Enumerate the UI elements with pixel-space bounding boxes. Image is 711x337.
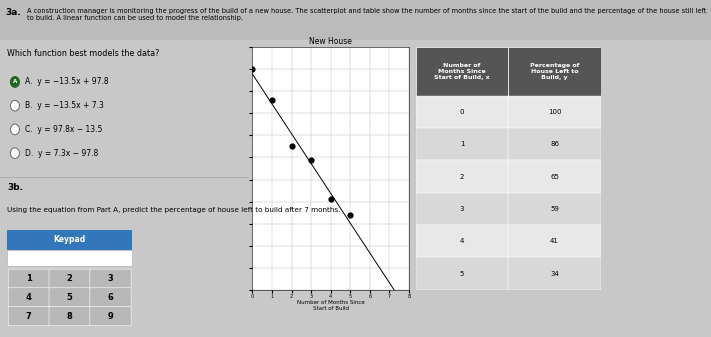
FancyBboxPatch shape <box>508 128 601 160</box>
FancyBboxPatch shape <box>49 269 90 288</box>
Text: Using the equation from Part A, predict the percentage of house left to build af: Using the equation from Part A, predict … <box>7 207 341 213</box>
Point <box>306 157 317 162</box>
Text: 86: 86 <box>550 141 559 147</box>
Text: 100: 100 <box>548 109 561 115</box>
FancyBboxPatch shape <box>508 193 601 225</box>
Text: 59: 59 <box>550 206 559 212</box>
Text: Number of
Months Since
Start of Build, x: Number of Months Since Start of Build, x <box>434 63 490 80</box>
FancyBboxPatch shape <box>508 160 601 193</box>
FancyBboxPatch shape <box>90 288 131 307</box>
Point <box>286 144 297 149</box>
FancyBboxPatch shape <box>7 230 132 249</box>
Point <box>345 212 356 217</box>
Text: A construction manager is monitoring the progress of the build of a new house. T: A construction manager is monitoring the… <box>27 8 707 22</box>
FancyBboxPatch shape <box>9 269 50 288</box>
FancyBboxPatch shape <box>9 288 50 307</box>
Text: 7: 7 <box>26 312 32 320</box>
Text: 34: 34 <box>550 271 559 277</box>
Text: 3: 3 <box>107 274 113 283</box>
FancyBboxPatch shape <box>7 249 132 266</box>
Text: Which function best models the data?: Which function best models the data? <box>7 49 160 58</box>
Text: 3b.: 3b. <box>7 183 23 192</box>
Text: 1: 1 <box>460 141 464 147</box>
FancyBboxPatch shape <box>416 128 508 160</box>
FancyBboxPatch shape <box>49 306 90 326</box>
FancyBboxPatch shape <box>416 160 508 193</box>
Text: 5: 5 <box>67 293 73 302</box>
Text: 41: 41 <box>550 238 559 244</box>
Text: 0: 0 <box>460 109 464 115</box>
FancyBboxPatch shape <box>90 306 131 326</box>
Point <box>247 66 258 72</box>
Text: C.  y = 97.8x − 13.5: C. y = 97.8x − 13.5 <box>25 125 102 134</box>
Point <box>266 97 277 103</box>
FancyBboxPatch shape <box>416 96 508 128</box>
Title: New House: New House <box>309 37 352 47</box>
Text: A: A <box>13 80 17 85</box>
Circle shape <box>11 124 19 135</box>
Point <box>325 197 336 202</box>
FancyBboxPatch shape <box>508 225 601 257</box>
Circle shape <box>11 76 19 87</box>
Text: 9: 9 <box>107 312 113 320</box>
Text: Percentage of
House Left to
Build, y: Percentage of House Left to Build, y <box>530 63 579 80</box>
X-axis label: Number of Months Since
Start of Build: Number of Months Since Start of Build <box>296 300 365 311</box>
FancyBboxPatch shape <box>416 257 508 290</box>
FancyBboxPatch shape <box>416 47 508 96</box>
FancyBboxPatch shape <box>49 288 90 307</box>
Text: 6: 6 <box>107 293 114 302</box>
Text: D.  y = 7.3x − 97.8: D. y = 7.3x − 97.8 <box>25 149 98 158</box>
Y-axis label: Percentage of House
Left to Build: Percentage of House Left to Build <box>227 140 237 197</box>
Text: 3a.: 3a. <box>6 8 21 18</box>
FancyBboxPatch shape <box>416 225 508 257</box>
Text: 65: 65 <box>550 174 559 180</box>
Text: 3: 3 <box>460 206 464 212</box>
FancyBboxPatch shape <box>508 47 601 96</box>
Circle shape <box>11 148 19 158</box>
Text: 4: 4 <box>26 293 32 302</box>
Text: A.  y = −13.5x + 97.8: A. y = −13.5x + 97.8 <box>25 78 109 87</box>
FancyBboxPatch shape <box>416 193 508 225</box>
FancyBboxPatch shape <box>508 257 601 290</box>
Text: 5: 5 <box>460 271 464 277</box>
Text: 8: 8 <box>67 312 73 320</box>
Circle shape <box>11 100 19 111</box>
Text: 2: 2 <box>67 274 73 283</box>
Text: 2: 2 <box>460 174 464 180</box>
FancyBboxPatch shape <box>0 0 711 40</box>
Text: 4: 4 <box>460 238 464 244</box>
Text: Keypad: Keypad <box>53 235 86 244</box>
FancyBboxPatch shape <box>90 269 131 288</box>
FancyBboxPatch shape <box>0 40 249 337</box>
Text: 1: 1 <box>26 274 32 283</box>
FancyBboxPatch shape <box>9 306 50 326</box>
FancyBboxPatch shape <box>508 96 601 128</box>
Text: B.  y = −13.5x + 7.3: B. y = −13.5x + 7.3 <box>25 101 104 110</box>
